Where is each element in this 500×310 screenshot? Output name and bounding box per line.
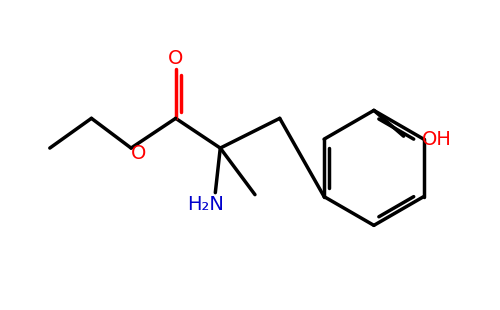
Text: O: O xyxy=(132,144,146,162)
Text: H₂N: H₂N xyxy=(187,195,224,214)
Text: OH: OH xyxy=(422,130,452,148)
Text: O: O xyxy=(168,49,184,69)
